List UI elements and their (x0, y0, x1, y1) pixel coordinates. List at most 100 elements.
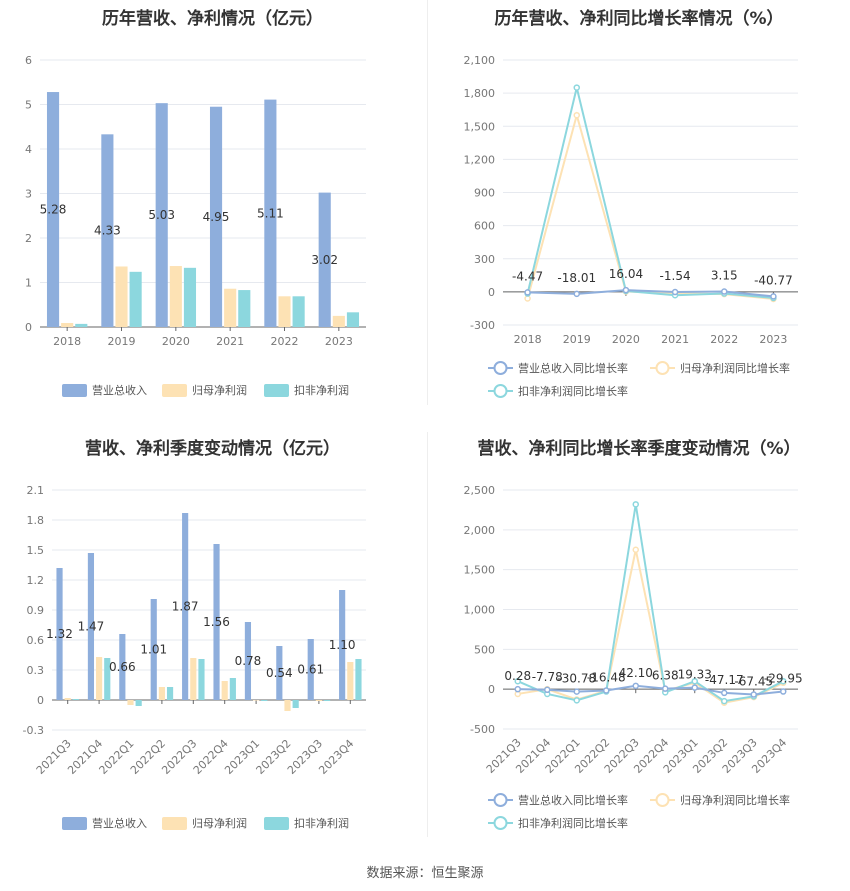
legend-label: 营业总收入 (92, 383, 147, 397)
bar-2 (61, 322, 74, 327)
y-tick-label: 900 (474, 187, 495, 200)
bar-3 (198, 659, 205, 700)
data-label: 1.87 (172, 600, 199, 614)
bar-1 (264, 99, 277, 327)
bar-2 (224, 288, 237, 327)
bar-1 (56, 568, 63, 700)
data-label: 3.15 (711, 269, 738, 283)
y-tick-label: 2,500 (464, 484, 496, 497)
x-tick-label: 2023 (325, 335, 353, 348)
bar-1 (244, 622, 252, 700)
y-tick-label: 1.2 (27, 574, 45, 587)
bar-1 (119, 634, 126, 700)
legend-label: 归母净利润同比增长率 (680, 793, 790, 807)
data-label: 5.28 (40, 203, 67, 217)
legend-label: 扣非净利润 (294, 816, 349, 830)
data-label: 3.02 (311, 253, 338, 267)
bar-3 (72, 699, 79, 700)
bar-1 (276, 646, 283, 700)
series-point-1 (573, 290, 580, 298)
data-label: 4.95 (203, 210, 230, 224)
bar-1 (307, 639, 314, 700)
x-tick-label: 2019 (108, 335, 136, 348)
bar-1 (155, 103, 168, 327)
legend-marker (655, 361, 670, 375)
legend-label: 归母净利润同比增长率 (680, 361, 790, 375)
series-line-2 (517, 549, 784, 704)
legend-label: 扣非净利润同比增长率 (518, 384, 628, 398)
data-label: 19.33 (678, 668, 712, 682)
series-point-1 (780, 688, 787, 695)
bar-2 (158, 687, 165, 700)
data-label: 0.78 (235, 654, 262, 668)
y-tick-label: 5 (25, 99, 32, 112)
data-label: 5.03 (148, 208, 175, 222)
series-point-1 (603, 687, 610, 694)
data-label: 1.10 (329, 638, 356, 652)
bar-2 (284, 700, 291, 711)
y-tick-label: 2,000 (464, 524, 496, 537)
y-tick-label: 1,000 (464, 604, 496, 617)
series-line-3 (517, 504, 784, 703)
y-tick-label: 1.5 (27, 544, 45, 557)
y-tick-label: 1,500 (464, 564, 496, 577)
y-tick-label: 0.6 (27, 634, 45, 647)
legend-label: 营业总收入同比增长率 (518, 361, 628, 375)
bar-1 (209, 106, 223, 327)
series-point-1 (721, 288, 728, 295)
chart-quarterly-revenue-profit: 营收、净利季度变动情况（亿元） -0.3 0 0.3 0.6 0.9 1.2 1.5 1.8 2… (0, 430, 425, 850)
series-point-3 (780, 677, 787, 685)
bar-3 (292, 700, 299, 708)
series-point-1 (770, 293, 777, 300)
bar-3 (229, 678, 236, 700)
data-label: 4.33 (94, 224, 121, 238)
legend-swatch (162, 384, 187, 397)
bar-2 (253, 700, 260, 701)
chart-svg: 0 1 2 3 4 5 6 2018 2019 2020 2021 2022 2023 5.28 4.33 5… (25, 54, 366, 397)
vertical-divider-top (427, 0, 428, 405)
data-label: 1.47 (78, 620, 105, 634)
legend-swatch (62, 384, 87, 397)
legend-swatch (264, 384, 289, 397)
legend-marker (493, 816, 508, 830)
bar-3 (323, 700, 331, 701)
data-label: 5.11 (257, 206, 284, 220)
series-point-3 (573, 84, 580, 91)
bar-3 (355, 659, 362, 700)
data-label: -67.45 (734, 675, 773, 689)
x-tick-label: 2021 (216, 335, 244, 348)
legend-label: 扣非净利润同比增长率 (518, 816, 628, 830)
y-tick-label: 0 (37, 694, 44, 707)
bar-3 (135, 700, 142, 706)
legend-marker (493, 361, 508, 375)
data-label: 0.61 (297, 663, 324, 677)
bar-1 (101, 134, 114, 327)
series-point-1 (750, 691, 757, 698)
chart-title: 历年营收、净利情况（亿元） (102, 9, 323, 29)
data-label: 42.10 (619, 666, 653, 680)
bar-1 (87, 553, 95, 700)
series-point-1 (573, 688, 580, 695)
bar-3 (292, 296, 305, 327)
series-point-1 (524, 289, 531, 296)
series-point-1 (544, 686, 551, 694)
chart-svg: -300 0 300 600 900 1,200 1,500 1,800 2,100 2018 20… (464, 54, 798, 398)
data-label: 0.54 (266, 666, 293, 680)
bar-3 (104, 658, 111, 700)
y-tick-label: 1,800 (464, 87, 496, 100)
y-tick-label: 0 (488, 286, 495, 299)
bar-2 (96, 657, 103, 700)
y-tick-label: 0.9 (27, 604, 45, 617)
bar-1 (339, 590, 346, 700)
data-label: -7.78 (532, 670, 563, 684)
legend-swatch (264, 817, 289, 830)
bar-3 (346, 312, 360, 327)
y-tick-label: 0 (25, 321, 32, 334)
legend-marker (655, 793, 670, 807)
y-tick-label: 0 (488, 683, 495, 696)
y-tick-label: 1.8 (27, 514, 45, 527)
data-label: -47.17 (705, 673, 744, 687)
legend-marker (493, 793, 508, 807)
x-tick-label: 2023Q4 (316, 737, 356, 777)
bar-1 (213, 544, 220, 700)
